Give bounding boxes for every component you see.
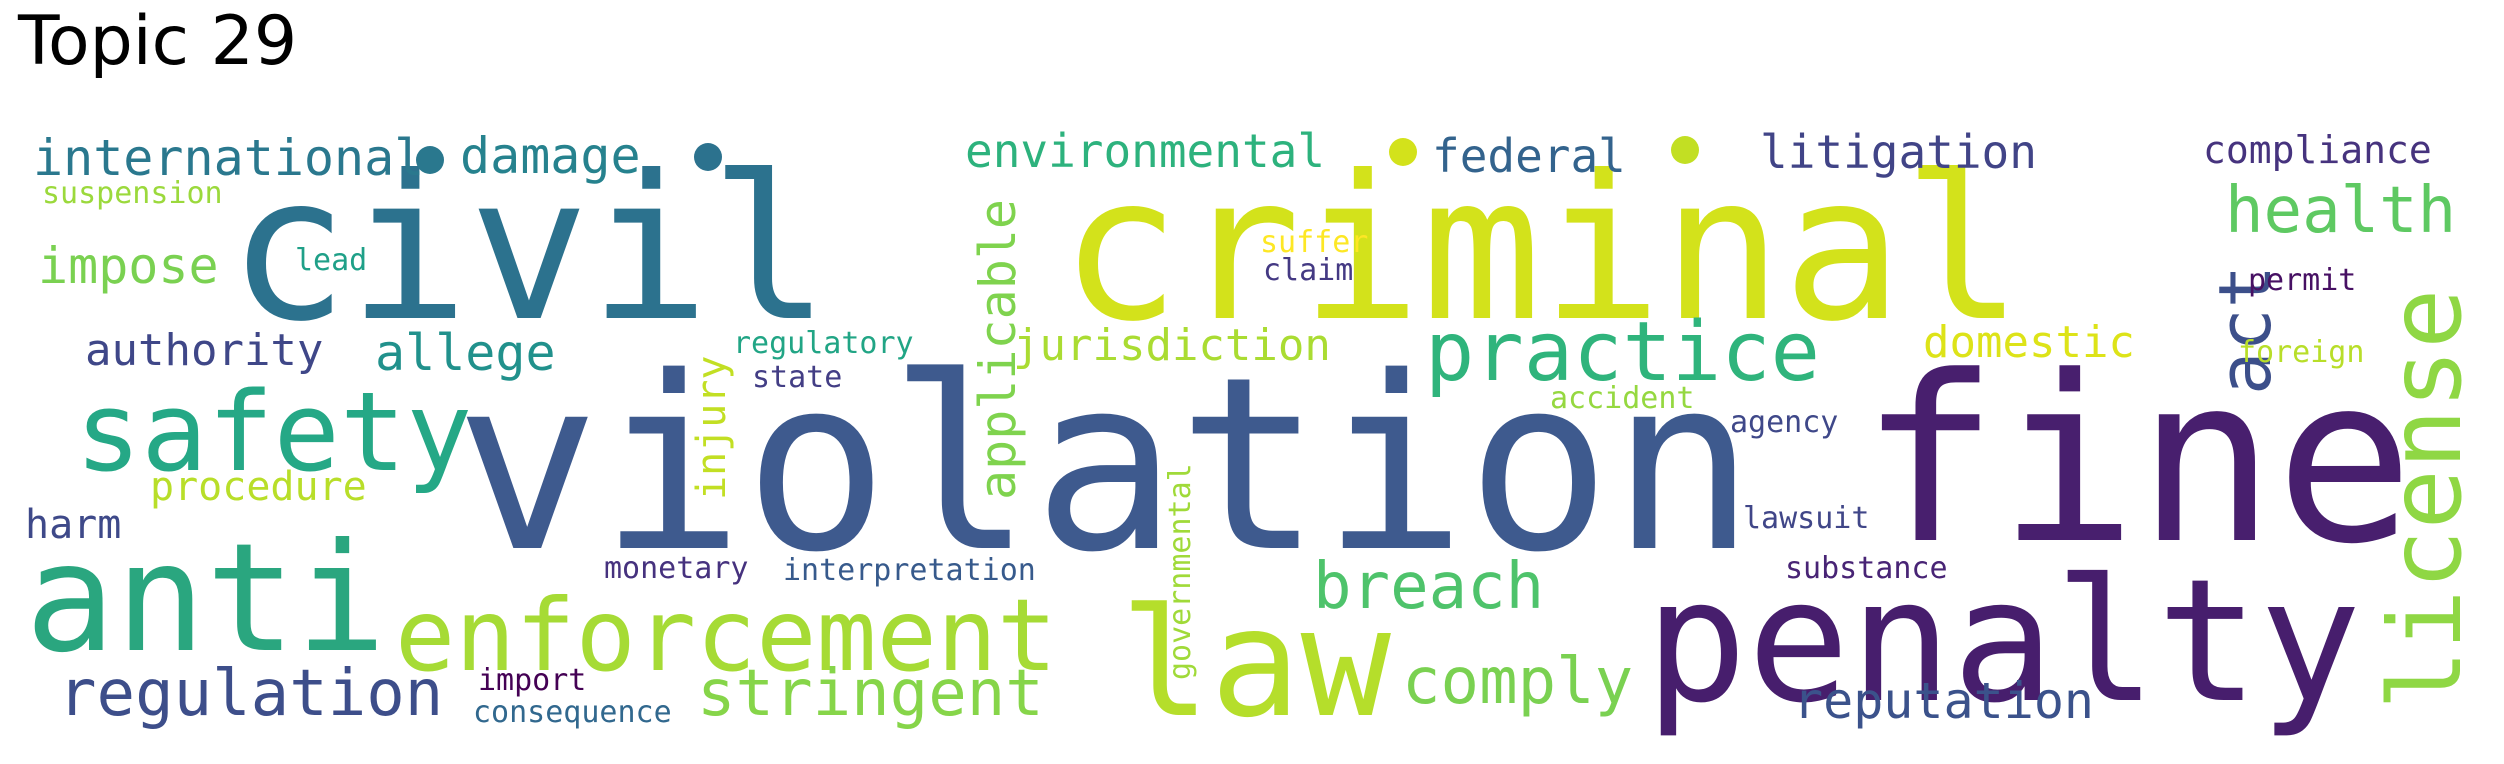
word-safety: safety <box>75 368 472 496</box>
word-compliance: compliance <box>2203 128 2432 172</box>
dot-glyph <box>694 143 722 171</box>
word-stringent: stringent <box>697 657 1044 731</box>
word-lead: lead <box>295 243 367 278</box>
word-jurisdiction: jurisdiction <box>1013 320 1331 371</box>
word-suffer: suffer <box>1260 225 1368 260</box>
word-import: import <box>478 663 586 698</box>
word-monetary: monetary <box>604 551 749 586</box>
word-injury: injury <box>689 356 735 501</box>
word-interpretation: interpretation <box>783 553 1036 588</box>
word-law: law <box>1120 577 1392 751</box>
dot-glyph <box>416 146 444 174</box>
word-penalty: penalty <box>1645 543 2361 741</box>
word-practice: practice <box>1425 305 1820 400</box>
word-suspension: suspension <box>42 176 223 211</box>
word-foreign: foreign <box>2238 335 2364 370</box>
word-violation: violation <box>455 325 1755 605</box>
word-enforcement: enforcement <box>395 577 1057 694</box>
word-applicable: applicable <box>969 199 1027 500</box>
word-comply: comply <box>1402 645 1633 719</box>
word-civil: civil <box>228 133 830 366</box>
word-litigation: litigation <box>1760 125 2037 179</box>
word-anti: anti <box>25 512 386 686</box>
word-agency: agency <box>1730 405 1838 440</box>
page-title: Topic 29 <box>18 2 298 81</box>
word-domestic: domestic <box>1923 317 2135 368</box>
word-breach: breach <box>1313 550 1544 624</box>
word-substance: substance <box>1785 551 1948 586</box>
word-regulatory: regulatory <box>733 326 914 361</box>
word-regulation: regulation <box>58 657 443 731</box>
dot-glyph <box>1389 138 1417 166</box>
word-consequence: consequence <box>473 695 672 730</box>
word-lawsuit: lawsuit <box>1743 501 1869 536</box>
word-accident: accident <box>1550 381 1695 416</box>
word-damage: damage <box>460 127 641 185</box>
word-impose: impose <box>38 237 219 295</box>
dot-glyph <box>1671 136 1699 164</box>
word-federal: federal <box>1432 129 1626 183</box>
word-license: license <box>2367 289 2484 710</box>
word-governmental: governmental <box>1163 463 1198 680</box>
word-international: international <box>33 129 424 187</box>
word-state: state <box>752 360 842 395</box>
word-procedure: procedure <box>150 464 367 510</box>
word-authority: authority <box>85 325 323 376</box>
word-permit: permit <box>2248 263 2356 298</box>
word-act: act <box>2203 265 2287 395</box>
word-reputation: reputation <box>1793 672 2094 730</box>
word-criminal: criminal <box>1060 133 2023 366</box>
word-environmental: environmental <box>965 124 1325 178</box>
word-claim: claim <box>1263 253 1353 288</box>
word-fine: fine <box>1860 328 2414 595</box>
word-health: health <box>2225 174 2456 248</box>
word-harm: harm <box>25 502 121 548</box>
word-allege: allege <box>375 324 556 382</box>
